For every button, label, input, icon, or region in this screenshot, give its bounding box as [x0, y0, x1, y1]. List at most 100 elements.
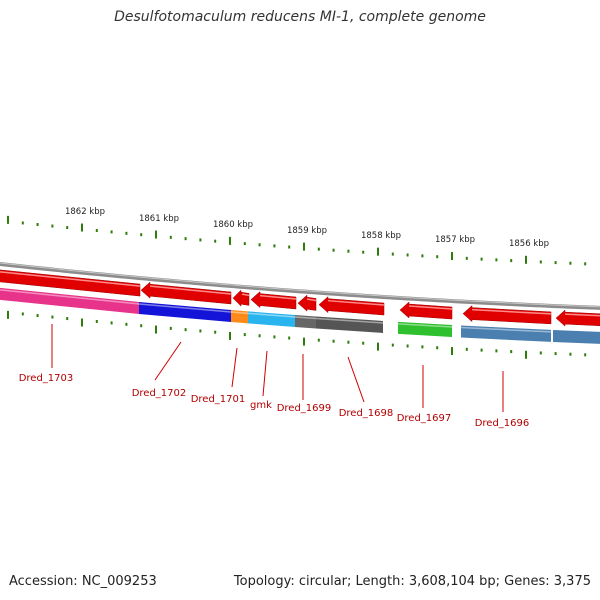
minor-tick	[199, 329, 202, 333]
minor-tick	[421, 345, 424, 349]
minor-tick	[140, 233, 143, 237]
major-tick	[377, 247, 379, 256]
minor-tick	[554, 261, 557, 265]
gene-block-highlight	[247, 312, 296, 318]
minor-tick	[95, 319, 98, 323]
backbone-line	[0, 261, 600, 310]
major-tick	[525, 350, 527, 359]
gene-block-dred_1702	[139, 301, 231, 322]
major-tick	[7, 215, 9, 224]
minor-tick	[36, 314, 39, 318]
minor-tick	[258, 334, 261, 338]
minor-tick	[140, 324, 143, 328]
cds-arrow	[318, 296, 385, 316]
gene-block-dred_1703	[0, 287, 139, 314]
minor-tick	[21, 312, 24, 316]
minor-tick	[110, 321, 113, 325]
minor-tick	[125, 231, 128, 235]
ruler-label: 1858 kbp	[361, 231, 401, 241]
gene-label-gmk: gmk	[250, 400, 272, 411]
gene-block-highlight	[0, 289, 140, 305]
gene-block-highlight	[460, 326, 552, 333]
gene-block-dred_1698	[316, 316, 383, 333]
cds-arrow	[250, 291, 297, 310]
cds-arrow-highlight	[564, 313, 600, 317]
gene-block-dred_1701	[231, 309, 248, 324]
cds-arrow-highlight	[408, 305, 453, 310]
minor-tick	[243, 333, 246, 337]
minor-tick	[288, 336, 291, 340]
minor-tick	[110, 230, 113, 234]
ruler-ticks-upper	[7, 215, 587, 266]
minor-tick	[169, 235, 172, 239]
minor-tick	[362, 341, 365, 345]
major-tick	[303, 337, 305, 346]
minor-tick	[495, 349, 498, 353]
gene-label-leader	[347, 356, 365, 403]
minor-tick	[510, 259, 513, 263]
minor-tick	[584, 262, 587, 266]
minor-tick	[480, 257, 483, 261]
gene-block-continuation	[553, 329, 600, 344]
minor-tick	[273, 335, 276, 339]
minor-tick	[66, 317, 69, 321]
ruler-labels: 1862 kbp 1861 kbp 1860 kbp 1859 kbp 1858 kbp…	[65, 207, 549, 249]
gene-block-highlight	[315, 317, 384, 324]
minor-tick	[391, 343, 394, 347]
minor-tick	[317, 247, 320, 251]
cds-arrow	[462, 305, 552, 325]
topology-summary: Topology: circular; Length: 3,608,104 bp…	[233, 574, 591, 589]
minor-tick	[421, 254, 424, 258]
genome-backbone	[0, 261, 600, 310]
gene-label-dred_1696: Dred_1696	[475, 418, 530, 429]
cds-arrow-highlight	[471, 308, 552, 315]
cds-arrow-highlight	[306, 298, 317, 302]
minor-tick	[243, 242, 246, 246]
major-tick	[229, 331, 231, 340]
gene-block-gmk	[248, 311, 295, 327]
major-tick	[451, 347, 453, 356]
minor-tick	[184, 237, 187, 241]
minor-tick	[317, 338, 320, 342]
cds-arrow-highlight	[259, 294, 297, 300]
minor-tick	[258, 243, 261, 247]
gene-block-dred_1696	[461, 325, 551, 342]
minor-tick	[332, 248, 335, 252]
ruler-label: 1857 kbp	[435, 235, 475, 245]
minor-tick	[539, 351, 542, 355]
cds-arrow	[399, 301, 453, 320]
accession-text: Accession: NC_009253	[9, 574, 157, 589]
minor-tick	[36, 223, 39, 227]
minor-tick	[95, 228, 98, 232]
gene-label-dred_1698: Dred_1698	[339, 408, 394, 419]
cds-arrow-highlight	[327, 299, 385, 306]
major-tick	[81, 223, 83, 232]
major-tick	[451, 252, 453, 261]
cds-arrow	[232, 289, 250, 307]
gene-label-dred_1697: Dred_1697	[397, 413, 452, 424]
gene-block-dred_1697	[398, 321, 452, 338]
minor-tick	[584, 353, 587, 357]
cds-arrow	[297, 294, 317, 312]
minor-tick	[510, 350, 513, 354]
cds-arrow-highlight	[241, 293, 250, 297]
ruler-label: 1856 kbp	[509, 239, 549, 249]
minor-tick	[21, 221, 24, 225]
cds-arrow-track	[0, 269, 600, 327]
minor-tick	[347, 249, 350, 253]
gene-block-highlight	[397, 323, 453, 328]
major-tick	[155, 325, 157, 334]
minor-tick	[465, 347, 468, 351]
gene-block-highlight	[230, 311, 249, 315]
ruler-label: 1862 kbp	[65, 207, 105, 217]
minor-tick	[406, 344, 409, 348]
minor-tick	[66, 226, 69, 230]
gene-label-dred_1702: Dred_1702	[132, 388, 187, 399]
minor-tick	[569, 261, 572, 265]
gene-label-leader	[231, 347, 238, 388]
minor-tick	[125, 322, 128, 326]
gene-block-track	[0, 287, 600, 344]
minor-tick	[436, 346, 439, 350]
